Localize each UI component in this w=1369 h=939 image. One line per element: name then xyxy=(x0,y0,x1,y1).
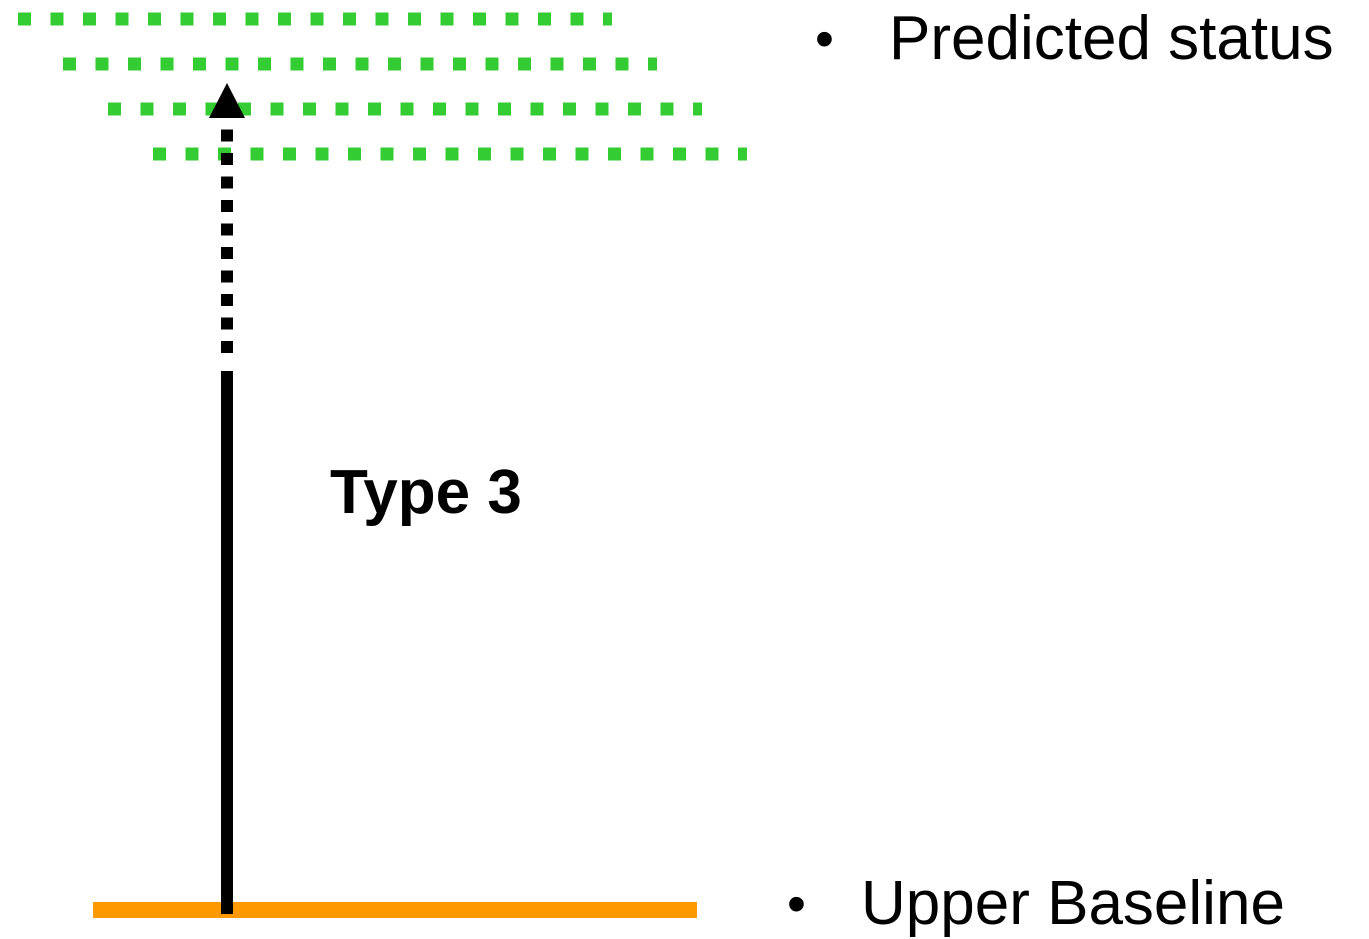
legend-baseline-label: Upper Baseline xyxy=(861,869,1285,938)
arrow-head-icon xyxy=(209,83,245,118)
arrow-type-label: Type 3 xyxy=(330,458,522,527)
bullet-icon: • xyxy=(815,9,834,69)
legend-predicted-label: Predicted status xyxy=(889,4,1334,73)
predicted-status-lines xyxy=(18,12,747,161)
legend-predicted-status: • Predicted status xyxy=(815,8,1334,70)
legend-upper-baseline: • Upper Baseline xyxy=(787,873,1285,935)
bullet-icon: • xyxy=(787,874,806,934)
